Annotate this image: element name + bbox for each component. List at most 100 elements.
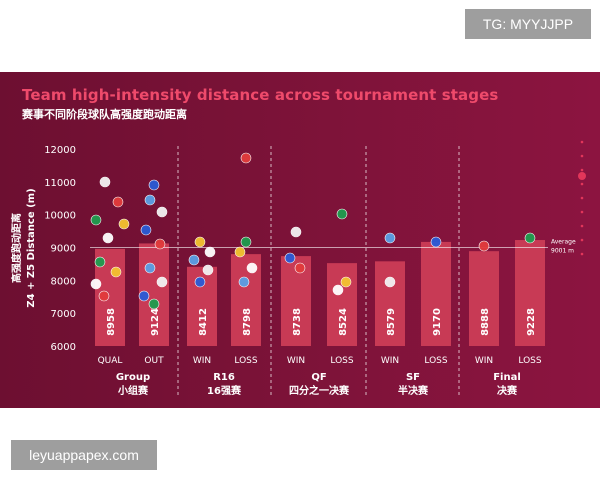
- group-label-cn: 小组赛: [117, 384, 149, 397]
- decor-dot: [580, 196, 584, 200]
- team-flag-marker: [384, 232, 396, 244]
- bar: [421, 241, 451, 346]
- team-flag-marker: [156, 276, 168, 288]
- team-flag-marker: [340, 276, 352, 288]
- x-category-label: WIN: [475, 356, 493, 366]
- bar-value-label: 8798: [242, 308, 253, 336]
- decor-dot: [580, 252, 584, 256]
- team-flag-marker: [294, 262, 306, 274]
- y-tick-label: 11000: [44, 178, 76, 189]
- average-value-label: 9001 m: [551, 247, 574, 254]
- decor-flower: [578, 172, 586, 180]
- team-flag-marker: [290, 226, 302, 238]
- decor-dot: [580, 154, 584, 158]
- bar-value-label: 9170: [432, 308, 443, 336]
- team-flag-marker: [430, 236, 442, 248]
- average-label: Average: [551, 238, 576, 245]
- team-flag-marker: [102, 232, 114, 244]
- team-flag-marker: [524, 232, 536, 244]
- x-category-label: LOSS: [518, 356, 541, 366]
- team-flag-marker: [384, 276, 396, 288]
- y-tick-label: 8000: [51, 276, 76, 287]
- x-category-label: WIN: [381, 356, 399, 366]
- team-flag-marker: [144, 194, 156, 206]
- y-tick-label: 12000: [44, 145, 76, 156]
- x-category-label: WIN: [193, 356, 211, 366]
- team-flag-marker: [156, 206, 168, 218]
- y-tick-label: 10000: [44, 211, 76, 222]
- team-flag-marker: [188, 254, 200, 266]
- team-flag-marker: [148, 298, 160, 310]
- chart-subtitle: 赛事不同阶段球队高强度跑动距离: [22, 108, 187, 121]
- group-label: SF: [406, 372, 420, 383]
- team-flag-marker: [194, 236, 206, 248]
- team-flag-marker: [194, 276, 206, 288]
- x-category-label: OUT: [144, 356, 164, 366]
- team-flag-marker: [246, 262, 258, 274]
- bar-value-label: 8738: [292, 308, 303, 336]
- bar-chart: 12000 11000 10000 9000 8000 7000 6000 Z4 + Z5 D…: [10, 140, 586, 398]
- decor-dot: [580, 224, 584, 228]
- x-category-label: QUAL: [98, 356, 123, 366]
- team-flag-marker: [144, 262, 156, 274]
- team-flag-marker: [118, 218, 130, 230]
- team-flag-marker: [234, 246, 246, 258]
- decor-dot: [580, 238, 584, 242]
- x-category-label: WIN: [287, 356, 305, 366]
- team-flag-marker: [90, 278, 102, 290]
- team-flag-marker: [240, 236, 252, 248]
- team-flag-marker: [110, 266, 122, 278]
- group-label: Group: [116, 372, 150, 383]
- x-category-label: LOSS: [234, 356, 257, 366]
- chart-title: Team high-intensity distance across tour…: [22, 86, 499, 104]
- bar: [375, 261, 405, 346]
- team-flag-marker: [202, 264, 214, 276]
- decor-dot: [580, 182, 584, 186]
- team-flag-marker: [240, 152, 252, 164]
- group-label-cn: 16强赛: [207, 384, 242, 397]
- y-tick-label: 9000: [51, 244, 76, 255]
- decor-dot: [580, 168, 584, 172]
- team-flag-marker: [332, 284, 344, 296]
- team-flag-marker: [99, 176, 111, 188]
- bar-value-label: 9228: [526, 308, 537, 336]
- group-label: Final: [493, 372, 521, 383]
- team-flag-marker: [284, 252, 296, 264]
- team-flag-marker: [112, 196, 124, 208]
- bar: [515, 240, 545, 346]
- y-axis-label-cn: 高强度跑动距离: [10, 213, 23, 283]
- x-category-label: LOSS: [330, 356, 353, 366]
- team-flag-marker: [238, 276, 250, 288]
- y-axis-label: Z4 + Z5 Distance (m): [26, 188, 37, 307]
- x-category-label: LOSS: [424, 356, 447, 366]
- y-tick-label: 7000: [51, 309, 76, 320]
- decor-dot: [580, 210, 584, 214]
- team-flag-marker: [148, 179, 160, 191]
- group-label-cn: 决赛: [497, 384, 518, 397]
- team-flag-marker: [140, 224, 152, 236]
- team-flag-marker: [98, 290, 110, 302]
- bar-value-label: 8888: [480, 308, 491, 336]
- group-label-cn: 四分之一决赛: [289, 384, 350, 397]
- team-flag-marker: [94, 256, 106, 268]
- y-tick-label: 6000: [51, 342, 76, 353]
- bar-value-label: 8579: [386, 308, 397, 336]
- team-flag-marker: [90, 214, 102, 226]
- bar: [469, 251, 499, 346]
- decor-dot: [580, 140, 584, 144]
- bar-value-label: 8524: [338, 308, 349, 336]
- bar-value-label: 8958: [106, 308, 117, 336]
- team-flag-marker: [154, 238, 166, 250]
- group-label: R16: [213, 372, 235, 383]
- team-flag-marker: [138, 290, 150, 302]
- bar-value-label: 9124: [150, 308, 161, 336]
- bar: [327, 263, 357, 346]
- group-label: QF: [311, 372, 326, 383]
- chart-panel: Team high-intensity distance across tour…: [0, 72, 600, 408]
- bar-value-label: 8412: [198, 308, 209, 336]
- team-flag-marker: [336, 208, 348, 220]
- team-flag-marker: [478, 240, 490, 252]
- team-flag-marker: [204, 246, 216, 258]
- group-label-cn: 半决赛: [398, 384, 429, 397]
- watermark-top: TG: MYYJJPP: [465, 9, 591, 39]
